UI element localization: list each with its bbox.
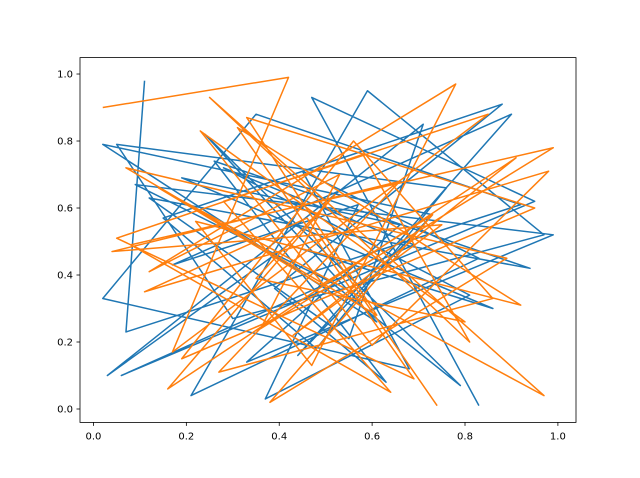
y-tick-label: 0.8 — [57, 137, 73, 148]
x-tick-label: 0.0 — [86, 431, 102, 442]
x-tick-label: 0.2 — [178, 431, 194, 442]
data-line — [102, 80, 554, 407]
data-line — [102, 76, 554, 407]
y-tick-label: 1.0 — [57, 70, 73, 81]
y-tick-label: 0.0 — [57, 405, 73, 416]
x-tick-label: 0.6 — [364, 431, 380, 442]
y-tick-label: 0.2 — [57, 338, 73, 349]
y-tick-label: 0.4 — [57, 271, 73, 282]
plot-frame — [79, 57, 577, 423]
x-tick-label: 0.4 — [271, 431, 287, 442]
x-tick-label: 1.0 — [550, 431, 566, 442]
x-tick-label: 0.8 — [457, 431, 473, 442]
y-tick-label: 0.6 — [57, 204, 73, 215]
